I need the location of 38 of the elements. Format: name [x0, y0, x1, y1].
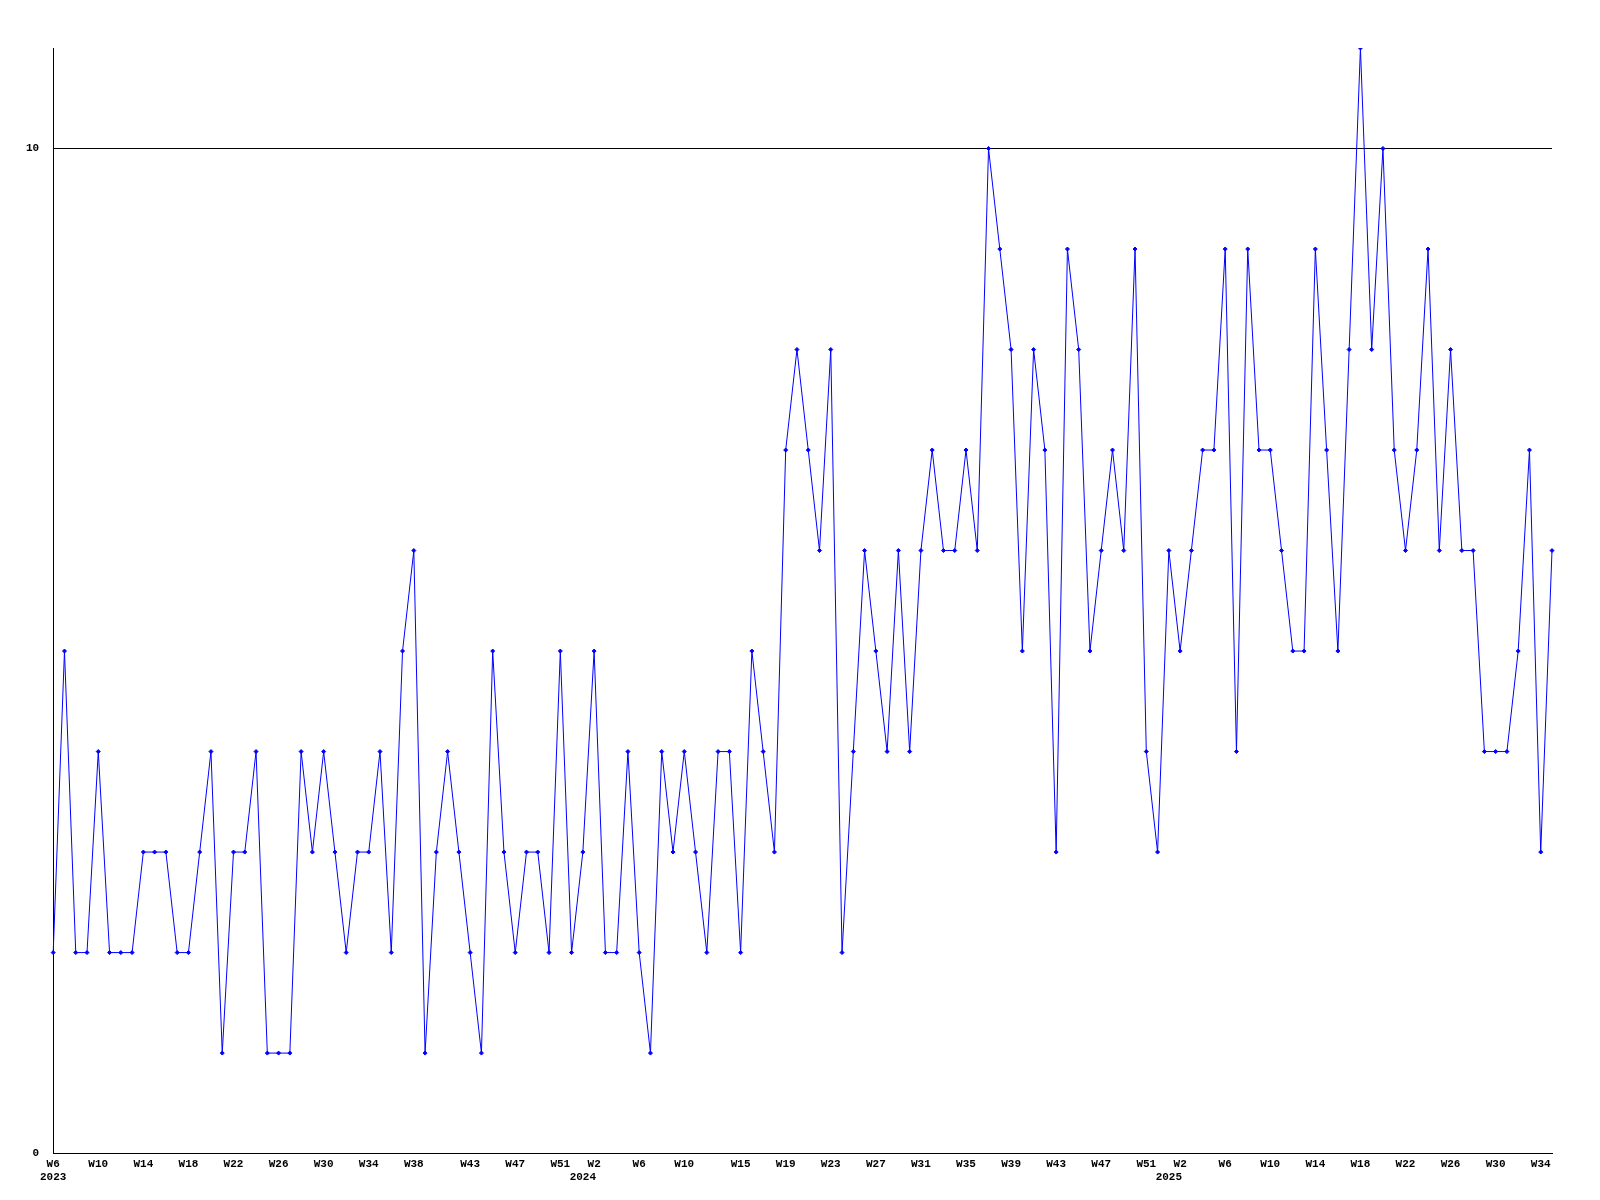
x-tick-label: W34: [1530, 1157, 1552, 1170]
x-tick-label: W10: [674, 1157, 695, 1170]
x-tick-label: W23: [820, 1157, 842, 1170]
y-tick-label: 10: [26, 142, 40, 155]
x-tick-label: W38: [403, 1157, 425, 1170]
x-tick-label: W6 2023: [40, 1157, 67, 1184]
x-tick-label: W43: [460, 1157, 481, 1170]
x-tick-label: W31: [911, 1157, 932, 1170]
x-tick-label: W27: [865, 1157, 886, 1170]
x-tick-label: W15: [730, 1157, 751, 1170]
x-tick-label: 2025: [1155, 1171, 1183, 1184]
x-tick-label: W30: [313, 1157, 334, 1170]
x-tick-label: 2024: [569, 1171, 597, 1184]
x-tick-label: W26: [268, 1157, 289, 1170]
x-tick-label: W22: [223, 1157, 244, 1170]
x-tick-label: W26: [1440, 1157, 1461, 1170]
x-tick-label: W30: [1485, 1157, 1506, 1170]
x-tick-label: W6: [1218, 1157, 1232, 1170]
x-tick-label: W10: [1260, 1157, 1281, 1170]
x-tick-label: W35: [956, 1157, 977, 1170]
x-tick-label: W14: [133, 1157, 154, 1170]
x-tick-label: W19: [775, 1157, 796, 1170]
y-tick-label: 0: [32, 1147, 40, 1160]
x-tick-label: W51: [550, 1157, 571, 1170]
x-tick-label: W51: [1136, 1157, 1157, 1170]
x-tick-label: W2: [587, 1157, 601, 1170]
x-tick-label: W2: [1173, 1157, 1187, 1170]
x-tick-label: W14: [1305, 1157, 1326, 1170]
x-tick-label: W10: [88, 1157, 109, 1170]
x-tick-label: W39: [1001, 1157, 1021, 1170]
x-tick-label: W34: [358, 1157, 380, 1170]
x-tick-label: W47: [505, 1157, 526, 1170]
x-tick-label: W18: [178, 1157, 199, 1170]
x-tick-label: W22: [1395, 1157, 1416, 1170]
x-tick-label: W47: [1091, 1157, 1112, 1170]
x-tick-label: W6: [632, 1157, 646, 1170]
x-tick-label: W43: [1046, 1157, 1067, 1170]
x-tick-label: W18: [1350, 1157, 1371, 1170]
